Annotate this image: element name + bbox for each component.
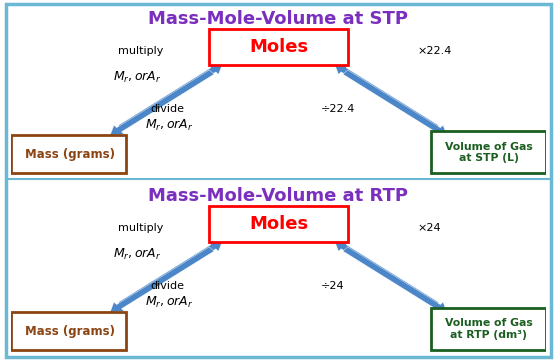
Polygon shape (118, 64, 222, 130)
FancyBboxPatch shape (431, 308, 546, 350)
Text: Moles: Moles (249, 38, 308, 56)
Text: Mass (grams): Mass (grams) (25, 148, 115, 161)
FancyBboxPatch shape (11, 312, 126, 350)
Text: multiply: multiply (118, 223, 163, 233)
Text: Mass (grams): Mass (grams) (25, 325, 115, 338)
Text: Volume of Gas
at STP (L): Volume of Gas at STP (L) (445, 142, 532, 163)
Text: $M_r,orA_r$: $M_r,orA_r$ (145, 118, 193, 133)
Text: Moles: Moles (249, 215, 308, 233)
Polygon shape (335, 241, 439, 306)
FancyBboxPatch shape (11, 135, 126, 173)
Polygon shape (110, 247, 214, 312)
Text: $M_r,orA_r$: $M_r,orA_r$ (145, 295, 193, 310)
Text: $M_r,orA_r$: $M_r,orA_r$ (113, 70, 162, 85)
Polygon shape (110, 70, 214, 135)
Text: ×24: ×24 (418, 223, 441, 233)
Text: ×22.4: ×22.4 (418, 46, 452, 56)
Polygon shape (343, 70, 447, 135)
Text: Mass-Mole-Volume at RTP: Mass-Mole-Volume at RTP (149, 187, 408, 205)
Text: Volume of Gas
at RTP (dm³): Volume of Gas at RTP (dm³) (445, 318, 532, 340)
Text: ÷24: ÷24 (321, 280, 345, 291)
Text: multiply: multiply (118, 46, 163, 56)
Polygon shape (118, 241, 222, 306)
Polygon shape (335, 64, 439, 130)
Text: divide: divide (150, 280, 184, 291)
Text: divide: divide (150, 104, 184, 114)
Polygon shape (343, 247, 447, 312)
FancyBboxPatch shape (209, 205, 348, 242)
FancyBboxPatch shape (431, 131, 546, 173)
Text: $M_r,orA_r$: $M_r,orA_r$ (113, 247, 162, 262)
Text: ÷22.4: ÷22.4 (321, 104, 356, 114)
Text: Mass-Mole-Volume at STP: Mass-Mole-Volume at STP (149, 10, 408, 28)
FancyBboxPatch shape (209, 29, 348, 65)
